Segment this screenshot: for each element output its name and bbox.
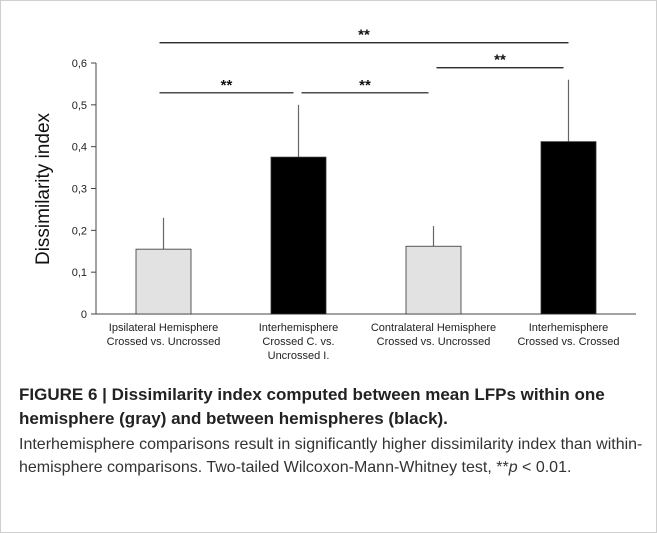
bar bbox=[270, 156, 327, 315]
x-tick-label: Ipsilateral Hemisphere Crossed vs. Uncros… bbox=[107, 322, 221, 348]
caption-italic: p bbox=[508, 459, 518, 476]
x-tick-label-line: Ipsilateral Hemisphere bbox=[109, 322, 218, 334]
caption: FIGURE 6 | Dissimilarity index computed … bbox=[19, 383, 644, 479]
x-tick-label-line: Contralateral Hemisphere bbox=[371, 322, 496, 334]
significance-label: ** bbox=[494, 52, 506, 69]
caption-body: Interhemisphere comparisons result in si… bbox=[19, 433, 644, 479]
x-tick-label-line: Uncrossed I. bbox=[268, 350, 330, 362]
x-tick-label-line: Crossed vs. Uncrossed bbox=[107, 336, 221, 348]
x-tick-label-line: Crossed vs. Crossed bbox=[517, 336, 619, 348]
y-tick-label: 0,2 bbox=[72, 225, 87, 237]
x-tick-label-line: Interhemisphere bbox=[259, 322, 339, 334]
x-tick-label: Interhemisphere Crossed vs. Crossed bbox=[517, 322, 619, 348]
y-tick-label: 0,6 bbox=[72, 58, 87, 70]
significance-label: ** bbox=[358, 27, 370, 44]
caption-title: FIGURE 6 | Dissimilarity index computed … bbox=[19, 385, 605, 428]
y-axis-label: Dissimilarity index bbox=[33, 112, 54, 265]
bar bbox=[405, 245, 462, 315]
significance-label: ** bbox=[221, 77, 233, 94]
y-tick-label: 0,1 bbox=[72, 267, 87, 279]
x-tick-label-line: Crossed C. vs. bbox=[262, 336, 334, 348]
bar bbox=[540, 141, 597, 315]
y-tick-label: 0 bbox=[81, 309, 87, 321]
x-tick-label-line: Interhemisphere bbox=[529, 322, 609, 334]
y-tick-label: 0,5 bbox=[72, 100, 87, 112]
y-tick-label: 0,4 bbox=[72, 142, 87, 154]
x-tick-label: Contralateral Hemisphere Crossed vs. Uncr… bbox=[371, 322, 496, 348]
significance-label: ** bbox=[359, 77, 371, 94]
x-tick-label-line: Crossed vs. Uncrossed bbox=[377, 336, 491, 348]
caption-text: < 0.01. bbox=[517, 459, 572, 476]
chart: Dissimilarity index 0 0,1 0,2 0,3 0,4 0,5 0,6 I… bbox=[33, 27, 636, 362]
x-tick-label: Interhemisphere Crossed C. vs. Uncrossed I… bbox=[259, 322, 339, 362]
bar bbox=[135, 248, 192, 315]
caption-text: Interhemisphere comparisons result in si… bbox=[19, 436, 643, 476]
y-tick-label: 0,3 bbox=[72, 184, 87, 196]
